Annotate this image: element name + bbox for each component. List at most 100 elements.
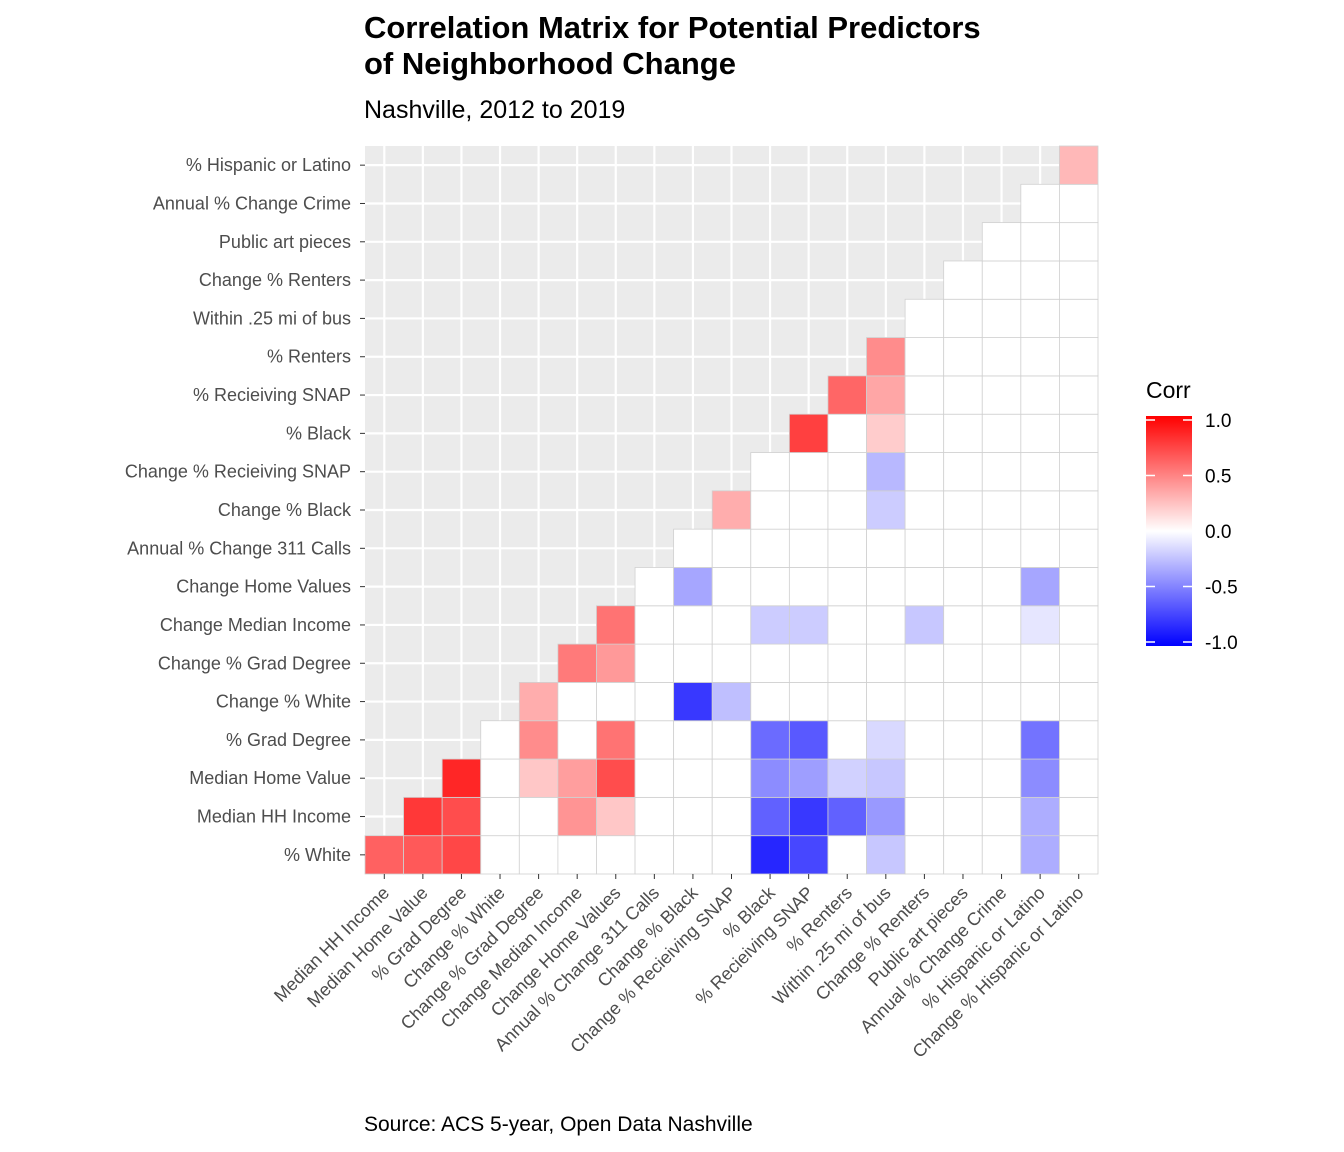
heatmap-cell: [634, 796, 675, 837]
heatmap-cell: [866, 643, 906, 683]
y-tick-label: Change % Black: [218, 500, 352, 520]
heatmap-cell: [904, 643, 945, 683]
heatmap-cell: [364, 835, 404, 875]
heatmap-cell: [518, 835, 559, 875]
heatmap-cell: [596, 605, 636, 645]
legend-label: 0.0: [1205, 522, 1231, 543]
heatmap-cell: [904, 758, 945, 798]
heatmap-cell: [750, 796, 790, 837]
chart-subtitle: Nashville, 2012 to 2019: [364, 96, 626, 124]
heatmap-cell: [711, 682, 752, 722]
heatmap-cell: [943, 643, 983, 683]
heatmap-cell: [1020, 796, 1060, 837]
heatmap-cell: [1059, 452, 1099, 492]
heatmap-cell: [557, 796, 597, 837]
heatmap-cell: [943, 758, 983, 798]
heatmap-cell: [904, 298, 945, 338]
heatmap-cell: [981, 796, 1022, 837]
heatmap-cell: [596, 682, 636, 722]
y-tick-label: Annual % Change Crime: [153, 193, 351, 213]
heatmap-cell: [1020, 720, 1060, 760]
heatmap-cell: [1059, 682, 1099, 722]
heatmap-cell: [1059, 567, 1099, 607]
heatmap-cell: [827, 758, 867, 798]
legend-label: -1.0: [1205, 633, 1238, 654]
heatmap-cell: [943, 567, 983, 607]
heatmap-cell: [866, 567, 906, 607]
heatmap-cell: [788, 452, 829, 492]
heatmap-cell: [596, 720, 636, 760]
y-tick-label: Median Home Value: [189, 768, 351, 788]
heatmap-cell: [981, 643, 1022, 683]
heatmap-cell: [518, 796, 559, 837]
heatmap-cell: [943, 298, 983, 338]
heatmap-cell: [904, 413, 945, 453]
heatmap-cell: [750, 452, 790, 492]
heatmap-cell: [1020, 452, 1060, 492]
heatmap-cell: [441, 758, 482, 798]
legend-label: 1.0: [1205, 411, 1231, 432]
heatmap-cell: [596, 643, 636, 683]
heatmap-cell: [866, 605, 906, 645]
heatmap-cell: [634, 758, 675, 798]
heatmap-cell: [750, 567, 790, 607]
heatmap-cell: [788, 835, 829, 875]
heatmap-cell: [673, 528, 713, 568]
heatmap-cell: [634, 605, 675, 645]
y-axis: % White Median HH Income Median Home Value…: [125, 155, 365, 865]
heatmap-cell: [1059, 643, 1099, 683]
heatmap-cell: [1020, 222, 1060, 262]
heatmap-cell: [904, 835, 945, 875]
heatmap-cell: [750, 758, 790, 798]
y-tick-label: Change % Grad Degree: [158, 653, 351, 673]
heatmap-cell: [904, 375, 945, 415]
heatmap-cell: [981, 567, 1022, 607]
heatmap-cell: [866, 720, 906, 760]
heatmap-cell: [1020, 835, 1060, 875]
heatmap-cell: [1059, 222, 1099, 262]
heatmap-cell: [673, 682, 713, 722]
heatmap-cell: [943, 528, 983, 568]
heatmap-cell: [943, 605, 983, 645]
heatmap-cell: [788, 682, 829, 722]
y-tick-label: Change % White: [216, 692, 351, 712]
heatmap-cell: [634, 720, 675, 760]
heatmap-cell: [596, 758, 636, 798]
heatmap-cell: [1059, 145, 1099, 185]
heatmap-cell: [1020, 375, 1060, 415]
heatmap-cell: [596, 835, 636, 875]
heatmap-cell: [441, 835, 482, 875]
heatmap-cell: [827, 375, 867, 415]
heatmap-cells: [364, 145, 1099, 875]
heatmap-cell: [1059, 375, 1099, 415]
y-tick-label: Change % Recieiving SNAP: [125, 462, 351, 482]
chart-caption: Source: ACS 5-year, Open Data Nashville: [364, 1113, 753, 1136]
heatmap-cell: [750, 643, 790, 683]
heatmap-cell: [904, 682, 945, 722]
heatmap-cell: [788, 528, 829, 568]
heatmap-cell: [981, 720, 1022, 760]
heatmap-cell: [480, 720, 520, 760]
heatmap-cell: [1020, 413, 1060, 453]
heatmap-cell: [981, 298, 1022, 338]
heatmap-cell: [711, 720, 752, 760]
heatmap-cell: [1059, 183, 1099, 224]
heatmap-cell: [711, 758, 752, 798]
heatmap-cell: [1059, 605, 1099, 645]
heatmap-cell: [788, 605, 829, 645]
legend-title: Corr: [1146, 377, 1191, 403]
heatmap-cell: [981, 452, 1022, 492]
heatmap-cell: [943, 452, 983, 492]
heatmap-cell: [1059, 490, 1099, 530]
heatmap-cell: [943, 260, 983, 300]
heatmap-cell: [1020, 567, 1060, 607]
y-tick-label: % Renters: [267, 347, 351, 367]
chart-title: Correlation Matrix for Potential Predict…: [364, 10, 1264, 82]
heatmap-cell: [750, 605, 790, 645]
heatmap-cell: [866, 452, 906, 492]
heatmap-cell: [827, 682, 867, 722]
heatmap-cell: [750, 528, 790, 568]
heatmap-cell: [711, 605, 752, 645]
